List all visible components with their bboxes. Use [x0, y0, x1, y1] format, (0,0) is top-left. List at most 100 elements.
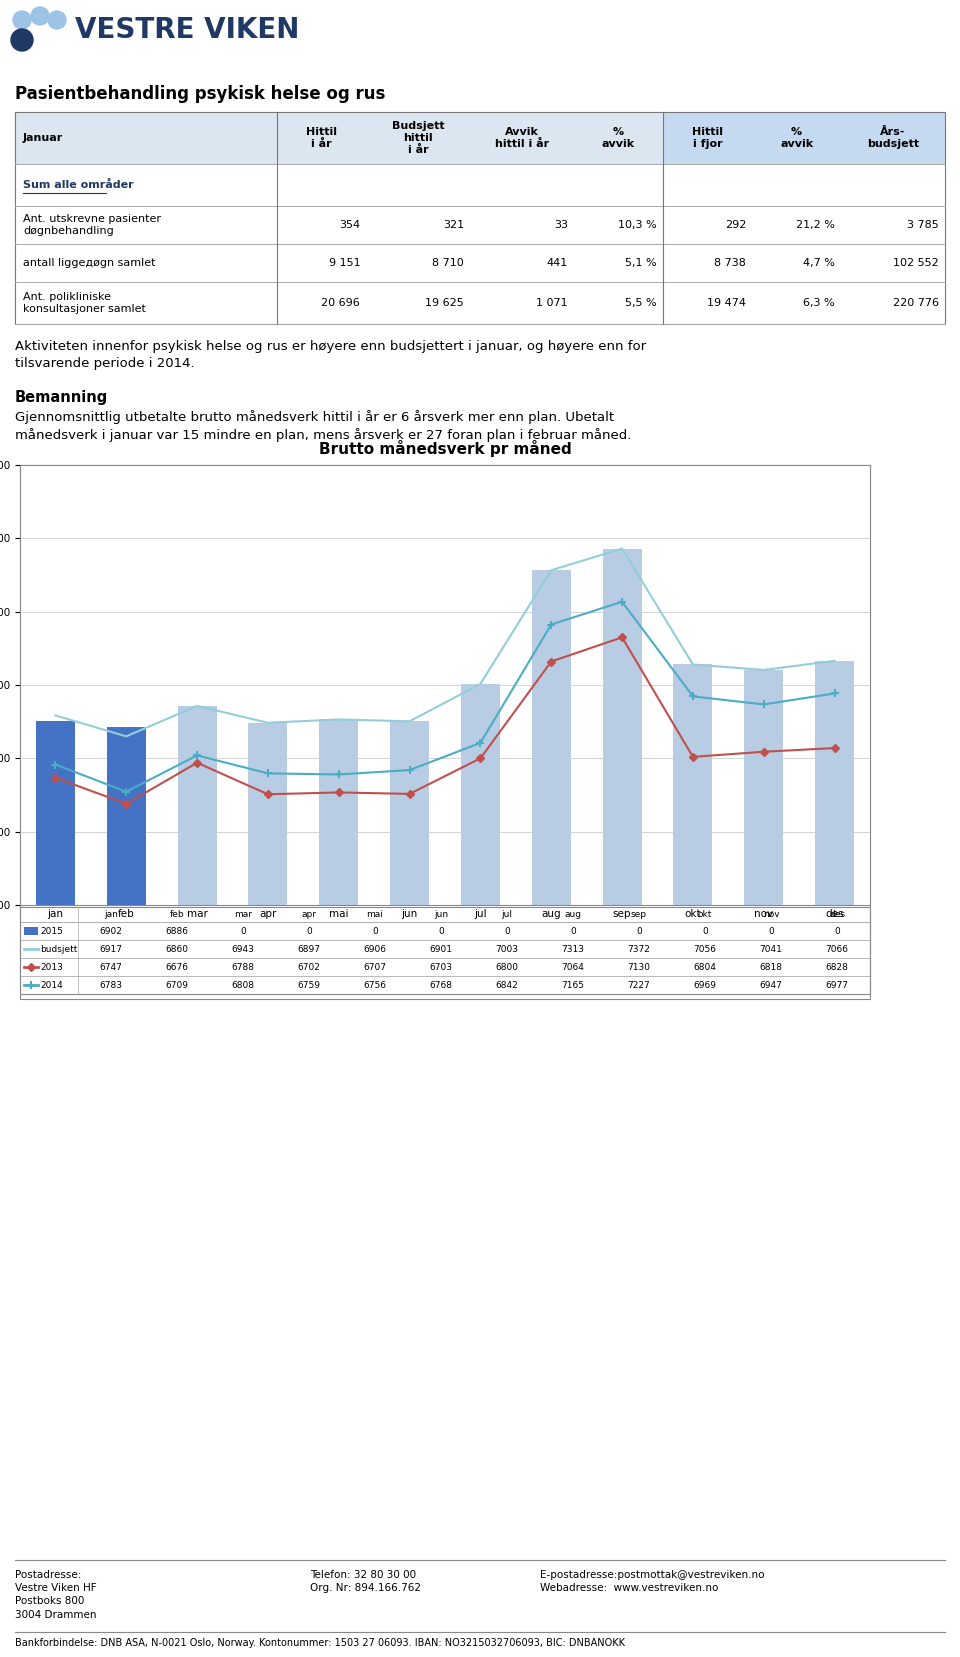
Text: 8 710: 8 710	[432, 258, 464, 268]
Bar	[841, 113, 945, 164]
Text: 7165: 7165	[562, 981, 585, 989]
Text: 6788: 6788	[231, 963, 254, 971]
Text: 6860: 6860	[165, 944, 188, 953]
Text: Budsjett
hittil
i år: Budsjett hittil i år	[392, 121, 444, 156]
Text: des: des	[829, 910, 845, 920]
Text: 2013: 2013	[40, 963, 62, 971]
Text: 6897: 6897	[298, 944, 321, 953]
Text: mar: mar	[234, 910, 252, 920]
Text: 20 696: 20 696	[322, 298, 360, 308]
Text: 0: 0	[504, 926, 510, 936]
Text: 6756: 6756	[364, 981, 387, 989]
Text: 6828: 6828	[826, 963, 849, 971]
Text: Sum alle områder: Sum alle områder	[23, 181, 133, 191]
Bar	[673, 664, 712, 905]
Text: 2015: 2015	[40, 926, 62, 936]
Text: nov: nov	[762, 910, 780, 920]
Bar	[15, 244, 945, 282]
Text: 6901: 6901	[429, 944, 452, 953]
Text: 6842: 6842	[495, 981, 518, 989]
Bar	[15, 113, 945, 164]
Text: antall liggедøgn samlet: antall liggедøgn samlet	[23, 258, 156, 268]
Text: mai: mai	[367, 910, 383, 920]
Bar	[36, 721, 75, 905]
Text: 7227: 7227	[628, 981, 650, 989]
Text: 6702: 6702	[298, 963, 321, 971]
Text: 292: 292	[725, 220, 746, 230]
Text: 6709: 6709	[165, 981, 188, 989]
Text: 6,3 %: 6,3 %	[804, 298, 835, 308]
Text: Hittil
i fjor: Hittil i fjor	[692, 128, 723, 149]
Text: 19 474: 19 474	[708, 298, 746, 308]
Text: Pasientbehandling psykisk helse og rus: Pasientbehandling psykisk helse og rus	[15, 85, 385, 103]
Text: Aktiviteten innenfor psykisk helse og rus er høyere enn budsjettert i januar, og: Aktiviteten innenfor psykisk helse og ru…	[15, 340, 646, 370]
Text: feb: feb	[170, 910, 184, 920]
Circle shape	[31, 7, 49, 25]
Text: Års-
budsjett: Års- budsjett	[867, 128, 919, 149]
Text: 6703: 6703	[429, 963, 452, 971]
Bar	[752, 113, 841, 164]
Text: 6808: 6808	[231, 981, 254, 989]
Text: 6943: 6943	[231, 944, 254, 953]
Text: 7066: 7066	[826, 944, 849, 953]
Text: sep: sep	[631, 910, 647, 920]
Text: 7003: 7003	[495, 944, 518, 953]
Text: 10,3 %: 10,3 %	[618, 220, 657, 230]
Text: jul: jul	[501, 910, 513, 920]
Bar	[15, 282, 945, 325]
Bar	[24, 926, 38, 935]
Bar	[744, 669, 783, 905]
Bar	[603, 548, 641, 905]
Text: apr: apr	[301, 910, 317, 920]
Bar	[815, 661, 854, 905]
Text: 6804: 6804	[693, 963, 716, 971]
Text: 6676: 6676	[165, 963, 188, 971]
Bar	[249, 722, 287, 905]
Bar	[663, 113, 752, 164]
Text: 6818: 6818	[759, 963, 782, 971]
Text: jun: jun	[434, 910, 448, 920]
Text: Postadresse:
Vestre Viken HF
Postboks 800
3004 Drammen: Postadresse: Vestre Viken HF Postboks 80…	[15, 1569, 97, 1619]
Bar	[20, 958, 870, 976]
Title: Brutto månedsverk pr måned: Brutto månedsverk pr måned	[319, 439, 571, 457]
Text: 0: 0	[438, 926, 444, 936]
Bar	[36, 721, 75, 905]
Text: 354: 354	[339, 220, 360, 230]
Text: 6947: 6947	[759, 981, 782, 989]
Text: 0: 0	[702, 926, 708, 936]
Text: 7372: 7372	[628, 944, 651, 953]
Text: Januar: Januar	[23, 133, 63, 143]
Text: 6783: 6783	[100, 981, 123, 989]
Text: 21,2 %: 21,2 %	[796, 220, 835, 230]
Text: 1 071: 1 071	[537, 298, 568, 308]
Bar	[320, 719, 358, 905]
Text: okt: okt	[698, 910, 712, 920]
Bar	[15, 113, 945, 325]
Circle shape	[13, 12, 31, 30]
Text: Ant. polikliniske
konsultasjoner samlet: Ant. polikliniske konsultasjoner samlet	[23, 292, 146, 315]
Text: 6977: 6977	[826, 981, 849, 989]
Text: E-postadresse:postmottak@vestreviken.no
Webadresse:  www.vestreviken.no: E-postadresse:postmottak@vestreviken.no …	[540, 1569, 764, 1592]
Text: 7064: 7064	[562, 963, 585, 971]
Text: 321: 321	[443, 220, 464, 230]
Text: 2014: 2014	[40, 981, 62, 989]
Text: 6759: 6759	[298, 981, 321, 989]
Text: %
avvik: % avvik	[602, 128, 636, 149]
Text: 6747: 6747	[100, 963, 123, 971]
Text: 0: 0	[636, 926, 642, 936]
Circle shape	[11, 30, 33, 51]
Bar	[15, 205, 945, 244]
Circle shape	[48, 12, 66, 30]
Text: Gjennomsnittlig utbetalte brutto månedsverk hittil i år er 6 årsverk mer enn pla: Gjennomsnittlig utbetalte brutto månedsv…	[15, 409, 632, 442]
Text: 3 785: 3 785	[907, 220, 939, 230]
Text: 6906: 6906	[364, 944, 387, 953]
Text: Ant. utskrevne pasienter
døgnbehandling: Ant. utskrevne pasienter døgnbehandling	[23, 214, 161, 237]
Text: 7313: 7313	[562, 944, 585, 953]
Text: 6886: 6886	[165, 926, 188, 936]
Bar	[461, 684, 500, 905]
Text: %
avvik: % avvik	[780, 128, 813, 149]
Bar	[107, 727, 146, 905]
Text: 6917: 6917	[100, 944, 123, 953]
Text: 6969: 6969	[693, 981, 716, 989]
Bar	[20, 906, 870, 994]
